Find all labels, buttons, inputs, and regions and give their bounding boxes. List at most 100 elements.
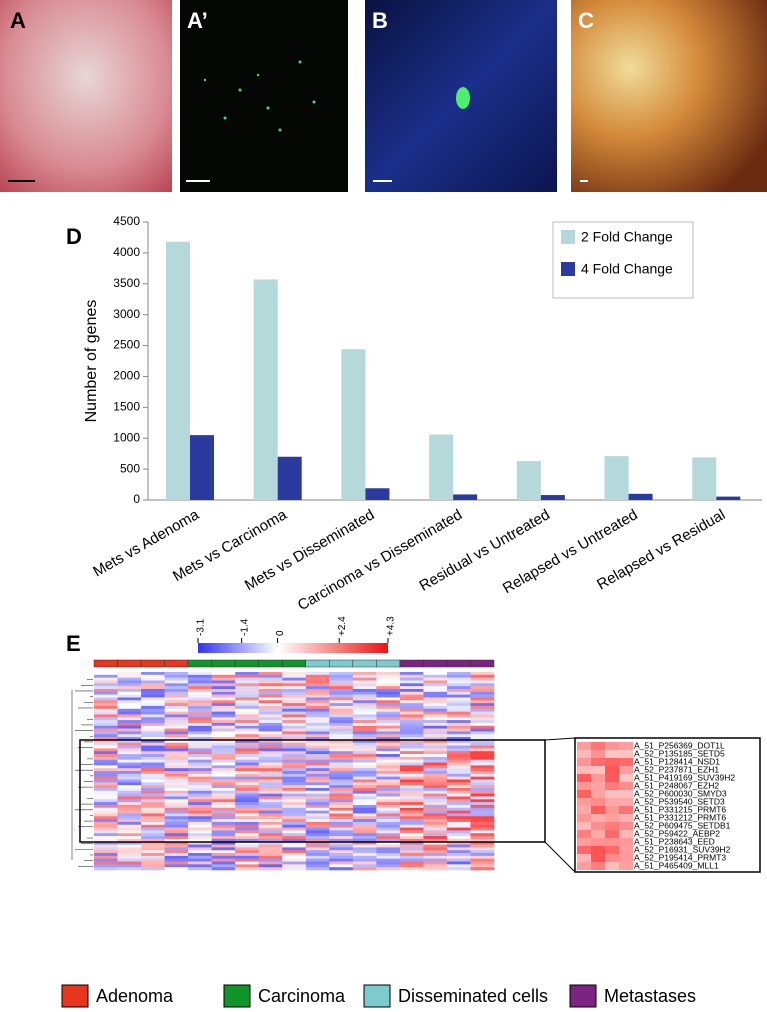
- heatmap-cell: [423, 821, 448, 826]
- heatmap-cell: [94, 737, 118, 741]
- heatmap-cell: [282, 711, 307, 715]
- heatmap-cell: [141, 683, 165, 687]
- heatmap-cell: [164, 844, 189, 848]
- heatmap-cell: [352, 802, 377, 806]
- heatmap-cell: [376, 754, 401, 758]
- heatmap-cell: [164, 691, 189, 695]
- heatmap-cell: [376, 722, 401, 727]
- heatmap-cell: [94, 827, 118, 831]
- heatmap-cell: [423, 787, 448, 792]
- heatmap-cell: [211, 711, 236, 715]
- heatmap-cell: [446, 816, 471, 820]
- heatmap-cell: [329, 714, 354, 718]
- legend-swatch: [61, 984, 89, 1008]
- heatmap-cell: [141, 737, 165, 741]
- heatmap-cell: [305, 688, 330, 693]
- legend-label: 2 Fold Change: [581, 229, 673, 245]
- heatmap-cell: [423, 858, 448, 862]
- legend-swatch: [363, 984, 391, 1008]
- heatmap-cell: [470, 853, 495, 857]
- heatmap-cell: [235, 861, 260, 865]
- heatmap-cell: [329, 771, 354, 775]
- heatmap-cell: [446, 691, 471, 695]
- heatmap-cell: [282, 697, 307, 701]
- heatmap-cell: [211, 819, 236, 823]
- heatmap-cell: [423, 833, 448, 837]
- heatmap-cell: [423, 867, 448, 871]
- zoom-cell: [619, 838, 633, 846]
- heatmap-cell: [399, 782, 424, 786]
- heatmap-cell: [376, 700, 401, 704]
- heatmap-cell: [141, 708, 165, 712]
- heatmap-cell: [258, 717, 283, 721]
- heatmap-cell: [164, 855, 189, 859]
- heatmap-cell: [282, 830, 307, 834]
- heatmap-cell: [399, 720, 424, 724]
- heatmap-cell: [117, 688, 142, 693]
- heatmap-cell: [376, 748, 401, 752]
- zoom-cell: [605, 766, 619, 774]
- heatmap-cell: [235, 731, 260, 735]
- heatmap-cell: [305, 720, 330, 724]
- heatmap-cell: [282, 672, 307, 676]
- heatmap-cell: [446, 680, 471, 684]
- zoom-cell: [619, 766, 633, 774]
- heatmap-cell: [282, 819, 307, 823]
- heatmap-cell: [141, 700, 165, 704]
- heatmap-cell: [329, 759, 354, 763]
- heatmap-cell: [446, 688, 471, 693]
- heatmap-cell: [376, 694, 401, 698]
- legend-label: 4 Fold Change: [581, 261, 673, 277]
- heatmap-cell: [399, 810, 424, 814]
- heatmap-cell: [141, 751, 165, 755]
- heatmap-cell: [258, 714, 283, 718]
- heatmap-cell: [258, 833, 283, 837]
- group-bar: [187, 659, 212, 668]
- heatmap-cell: [188, 734, 212, 738]
- heatmap-cell: [423, 737, 448, 741]
- bar: [341, 349, 366, 500]
- heatmap-cell: [329, 734, 354, 738]
- heatmap-cell: [164, 677, 189, 681]
- group-bar: [234, 659, 259, 668]
- heatmap-cell: [329, 754, 354, 758]
- zoom-cell: [605, 790, 619, 798]
- heatmap-cell: [470, 748, 495, 752]
- heatmap-cell: [211, 739, 236, 744]
- heatmap-cell: [141, 824, 165, 828]
- heatmap-cell: [141, 790, 165, 794]
- heatmap-cell: [329, 830, 354, 834]
- heatmap-cell: [352, 810, 377, 814]
- heatmap-cell: [235, 838, 260, 843]
- heatmap-cell: [399, 864, 424, 868]
- heatmap-cell: [470, 841, 495, 845]
- legend-label: Carcinoma: [258, 986, 346, 1006]
- heatmap-cell: [94, 787, 118, 792]
- y-tick-label: 1500: [113, 400, 140, 414]
- heatmap-cell: [164, 802, 189, 806]
- zoom-cell: [577, 822, 591, 830]
- heatmap-cell: [258, 779, 283, 783]
- heatmap-cell: [305, 841, 330, 845]
- heatmap-cell: [352, 836, 377, 840]
- heatmap-cell: [235, 819, 260, 823]
- heatmap-cell: [94, 796, 118, 800]
- heatmap-cell: [305, 674, 330, 678]
- heatmap-cell: [423, 694, 448, 698]
- heatmap-cell: [470, 813, 495, 817]
- heatmap-cell: [446, 864, 471, 868]
- heatmap-cell: [141, 771, 165, 775]
- heatmap-cell: [376, 841, 401, 845]
- heatmap-cell: [164, 765, 189, 769]
- heatmap-cell: [423, 779, 448, 783]
- heatmap-cell: [94, 810, 118, 814]
- heatmap-cell: [305, 824, 330, 828]
- heatmap-cell: [305, 810, 330, 814]
- heatmap-cell: [399, 847, 424, 851]
- heatmap-cell: [305, 782, 330, 786]
- heatmap-cell: [376, 773, 401, 777]
- heatmap-cell: [282, 765, 307, 769]
- heatmap-cell: [117, 768, 142, 772]
- heatmap-cell: [211, 796, 236, 800]
- heatmap-cell: [329, 779, 354, 783]
